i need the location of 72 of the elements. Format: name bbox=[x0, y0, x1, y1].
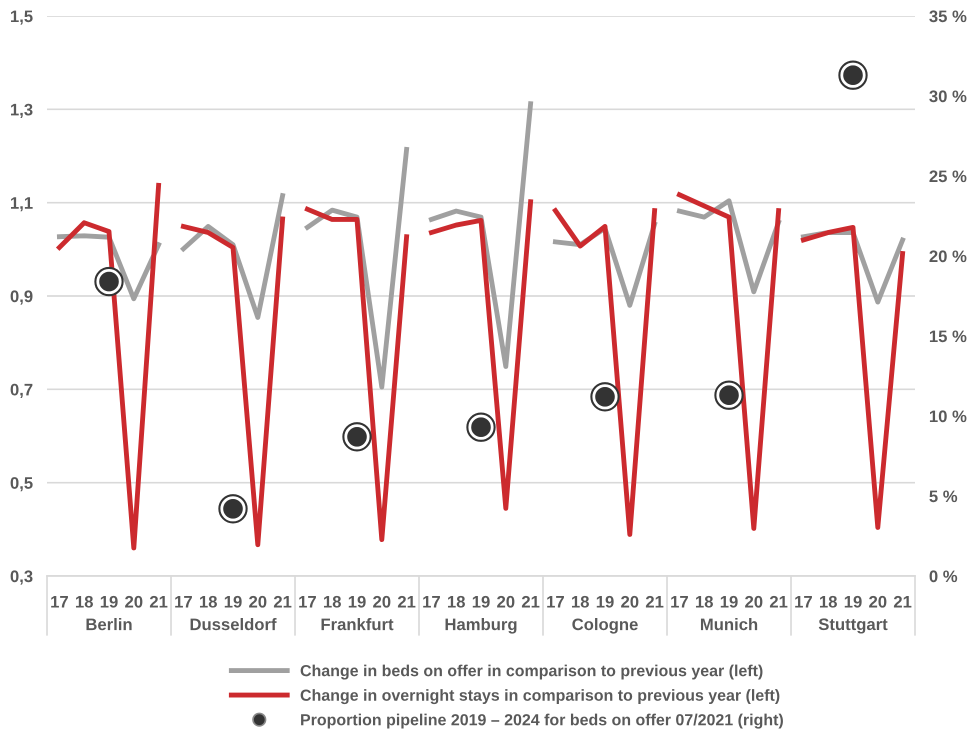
x-tick-label: 19 bbox=[844, 596, 862, 608]
x-tick-label: 18 bbox=[820, 596, 837, 608]
x-tick-label: 21 bbox=[398, 596, 416, 608]
y-tick-label: 0,7 bbox=[10, 384, 32, 398]
text: Dusseldorf bbox=[190, 618, 277, 630]
point bbox=[94, 266, 124, 296]
x-tick-label: 17 bbox=[175, 596, 192, 608]
x-tick-label: 18 bbox=[200, 596, 217, 608]
x-tick-label: 18 bbox=[572, 596, 589, 608]
line-series bbox=[304, 147, 410, 390]
x-tick-label: 17 bbox=[547, 596, 564, 608]
x-tick-label: 19 bbox=[100, 596, 118, 608]
x-tick-label: 18 bbox=[696, 596, 713, 608]
x-tick-label: 17 bbox=[51, 596, 68, 608]
x-tick-label: 19 bbox=[348, 596, 366, 608]
x-tick-label: 21 bbox=[894, 596, 912, 608]
x-tick-label: 21 bbox=[274, 596, 292, 608]
text: Stuttgart bbox=[818, 618, 888, 634]
y2-tick-label: 15 % bbox=[930, 330, 966, 342]
y-tick-label: 1,3 bbox=[10, 104, 33, 118]
y-tick-label: 0,9 bbox=[10, 290, 32, 305]
x-tick-label: 21 bbox=[770, 596, 788, 608]
x-tick-label: 17 bbox=[299, 596, 316, 608]
text: Munich bbox=[700, 618, 758, 630]
x-tick-label: 18 bbox=[76, 596, 93, 608]
y2-tick-label: 5 % bbox=[929, 490, 958, 502]
line-series bbox=[180, 216, 286, 548]
line-series bbox=[428, 199, 534, 511]
line-series bbox=[180, 193, 286, 320]
x-tick-label: 20 bbox=[745, 596, 762, 608]
line-series bbox=[552, 208, 658, 537]
x-tick-label: 18 bbox=[324, 596, 341, 608]
y-tick-label: 0,5 bbox=[10, 477, 33, 492]
x-tick-label: 19 bbox=[596, 596, 614, 608]
x-tick-label: 17 bbox=[671, 596, 688, 608]
x-tick-label: 17 bbox=[795, 596, 812, 608]
y2-tick-label: 35 % bbox=[929, 10, 966, 22]
x-tick-label: 20 bbox=[125, 596, 142, 608]
y2-tick-label: 25 % bbox=[929, 170, 966, 182]
text: Berlin bbox=[86, 618, 132, 630]
text: Hamburg bbox=[446, 618, 516, 634]
x-tick-label: 21 bbox=[150, 596, 168, 608]
legend-label: Proportion pipeline 2019 – 2024 for beds on offer 07/2021 (right) bbox=[301, 714, 783, 729]
x-tick-label: 20 bbox=[497, 596, 514, 608]
x-tick-label: 17 bbox=[423, 596, 440, 608]
y-tick-label: 0,3 bbox=[10, 570, 33, 585]
x-tick-label: 19 bbox=[224, 596, 242, 608]
text: Frankfurt bbox=[322, 618, 394, 630]
x-tick-label: 20 bbox=[249, 596, 266, 608]
y2-tick-label: 0 % bbox=[930, 570, 958, 582]
x-tick-label: 20 bbox=[373, 596, 390, 608]
y-tick-label: 1,5 bbox=[10, 10, 33, 25]
line-series bbox=[428, 101, 534, 369]
text: Cologne bbox=[572, 618, 638, 634]
legend-label: Change in overnight stays in comparison to previous year (left) bbox=[300, 689, 780, 704]
line-series bbox=[304, 206, 410, 542]
x-tick-label: 20 bbox=[621, 596, 638, 608]
line-series bbox=[676, 192, 782, 531]
line-series bbox=[800, 224, 906, 530]
x-tick-label: 21 bbox=[646, 596, 664, 608]
y2-tick-label: 20 % bbox=[929, 250, 966, 262]
y-tick-label: 1,1 bbox=[10, 197, 33, 212]
line-series bbox=[56, 182, 162, 550]
y2-tick-label: 30 % bbox=[929, 90, 966, 102]
x-tick-label: 21 bbox=[522, 596, 540, 608]
x-tick-label: 19 bbox=[472, 596, 490, 608]
x-tick-label: 20 bbox=[869, 596, 886, 608]
legend-label: Change in beds on offer in comparison to previous year (left) bbox=[300, 664, 762, 680]
line-series bbox=[676, 198, 782, 294]
x-tick-label: 19 bbox=[720, 596, 738, 608]
x-tick-label: 18 bbox=[448, 596, 465, 608]
y2-tick-label: 10 % bbox=[930, 410, 966, 422]
